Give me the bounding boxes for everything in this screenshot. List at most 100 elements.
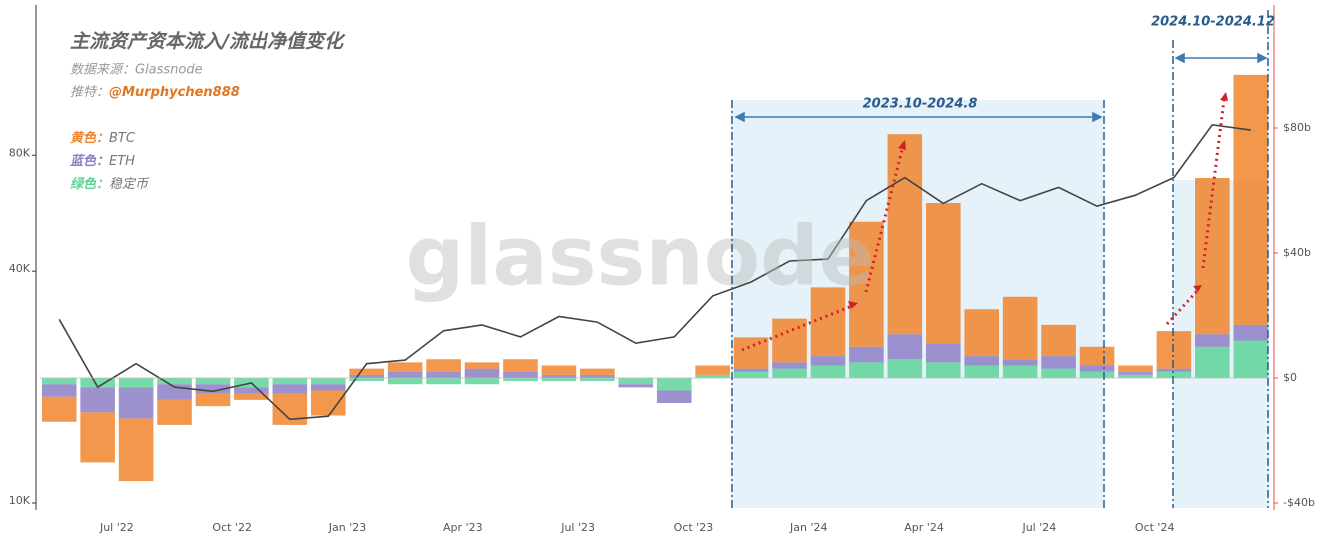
flow-bar xyxy=(195,378,231,385)
flow-bar xyxy=(810,365,846,378)
flow-bar xyxy=(310,378,346,385)
y2-tick-label: $40b xyxy=(1283,246,1311,259)
flow-bar xyxy=(887,334,923,360)
flow-bar xyxy=(1233,340,1269,378)
legend-label: 蓝色： xyxy=(70,153,109,169)
y-tick-label: 40K xyxy=(9,262,31,275)
flow-bar xyxy=(695,365,730,375)
flow-bar xyxy=(272,378,308,385)
flow-bar xyxy=(580,374,615,378)
flow-bar xyxy=(349,378,385,382)
trend-arrows xyxy=(741,99,1226,352)
y-tick-label: 10K xyxy=(9,494,31,507)
annotation: 2023.10-2024.8 xyxy=(863,97,978,112)
flow-bar xyxy=(1233,74,1269,325)
flow-bar xyxy=(1002,365,1038,378)
flow-bar xyxy=(426,378,461,385)
source: 数据来源：Glassnode xyxy=(70,63,203,78)
flow-bar xyxy=(887,134,923,335)
flow-bar xyxy=(1156,371,1192,378)
flow-bar xyxy=(310,390,346,416)
flow-bar xyxy=(1002,359,1038,366)
flow-bar xyxy=(541,378,577,382)
y2-tick-label: -$40b xyxy=(1283,496,1315,509)
flow-bar xyxy=(464,378,500,385)
flow-bar xyxy=(849,346,884,363)
flow-bar xyxy=(733,368,769,372)
legend-name: BTC xyxy=(109,131,136,146)
x-tick-label: Jan '23 xyxy=(328,521,366,534)
legend-entry: 黄色：BTC xyxy=(70,130,136,146)
flow-bar xyxy=(810,356,846,366)
flow-bar xyxy=(580,368,615,375)
plot-area xyxy=(40,74,1270,482)
flow-bar xyxy=(580,378,615,382)
flow-bar xyxy=(541,365,577,375)
flow-bar xyxy=(272,384,308,394)
flow-bar xyxy=(1195,178,1230,335)
flow-bar xyxy=(503,359,538,372)
flow-bar xyxy=(464,368,500,378)
flow-bar xyxy=(1156,331,1192,369)
trend-arrowheads xyxy=(848,92,1228,309)
flow-bar xyxy=(541,374,577,378)
flow-bar xyxy=(349,368,385,375)
flow-bar xyxy=(387,378,423,385)
flow-bar xyxy=(157,399,192,425)
x-tick-label: Apr '24 xyxy=(904,521,944,534)
flow-bar xyxy=(1118,365,1153,372)
flow-bar xyxy=(1002,296,1038,360)
flow-bar xyxy=(925,343,961,363)
flow-bar xyxy=(1118,371,1153,375)
y2-tick-label: $0 xyxy=(1283,371,1297,384)
x-tick-label: Jul '22 xyxy=(99,521,134,534)
flow-bar xyxy=(887,359,923,378)
flow-bar xyxy=(849,221,884,347)
flow-bar xyxy=(1079,365,1115,372)
flow-bar xyxy=(964,356,1000,366)
x-tick-label: Oct '23 xyxy=(674,521,714,534)
legend-label: 黄色： xyxy=(70,130,109,146)
flow-bar xyxy=(157,378,192,385)
watermark: glassnode xyxy=(406,209,875,304)
legend-label: 绿色： xyxy=(70,176,109,192)
flow-bar xyxy=(387,362,423,372)
flow-bar xyxy=(80,387,115,413)
flow-bar xyxy=(272,393,308,425)
flow-bar xyxy=(234,387,269,394)
period-markers xyxy=(731,10,1269,508)
x-tick-label: Jul '24 xyxy=(1021,521,1056,534)
flow-bar xyxy=(1195,334,1230,347)
chart-title: 主流资产资本流入/流出净值变化 xyxy=(70,31,346,53)
flow-bar xyxy=(118,387,154,419)
flow-bar xyxy=(656,378,692,391)
flow-bar xyxy=(1195,346,1230,378)
flow-bar xyxy=(1041,324,1076,357)
flow-bar xyxy=(1233,324,1269,341)
legend-name: 稳定币 xyxy=(109,176,150,192)
flow-bar xyxy=(618,378,654,385)
flow-bar xyxy=(426,371,461,378)
flow-bar xyxy=(772,362,807,369)
flow-bar xyxy=(503,378,538,382)
twitter-handle: @Murphychen888 xyxy=(109,85,240,100)
flow-bar xyxy=(925,203,961,344)
flow-bar xyxy=(195,393,231,407)
flow-bar xyxy=(80,412,115,463)
flow-bar xyxy=(695,374,730,378)
flow-bar xyxy=(234,393,269,400)
flow-bar xyxy=(118,378,154,388)
flow-bar xyxy=(80,378,115,388)
flow-bar xyxy=(772,318,807,363)
y2-tick-label: $80b xyxy=(1283,121,1311,134)
flow-bar xyxy=(1118,374,1153,378)
flow-bar xyxy=(41,378,77,385)
legend-entry: 蓝色：ETH xyxy=(70,153,135,169)
period-arrows xyxy=(734,52,1268,123)
annotation: 2024.10-2024.12 xyxy=(1151,15,1275,30)
flow-bar xyxy=(772,368,807,378)
flow-bar xyxy=(349,374,385,378)
y-tick-label: 80K xyxy=(9,146,31,159)
x-tick-label: Jul '23 xyxy=(560,521,595,534)
